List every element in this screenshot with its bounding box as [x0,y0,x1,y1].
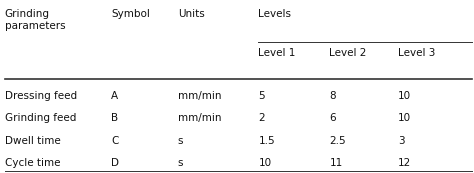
Text: A: A [111,91,118,101]
Text: 8: 8 [329,91,336,101]
Text: 12: 12 [398,158,411,168]
Text: Symbol: Symbol [111,9,150,19]
Text: 5: 5 [258,91,265,101]
Text: 3: 3 [398,136,405,146]
Text: Grinding
parameters: Grinding parameters [5,9,65,31]
Text: D: D [111,158,119,168]
Text: Level 3: Level 3 [398,48,436,58]
Text: Cycle time: Cycle time [5,158,60,168]
Text: Grinding feed: Grinding feed [5,113,76,123]
Text: 2: 2 [258,113,265,123]
Text: 10: 10 [398,113,411,123]
Text: Levels: Levels [258,9,292,19]
Text: mm/min: mm/min [178,91,221,101]
Text: Dressing feed: Dressing feed [5,91,77,101]
Text: 6: 6 [329,113,336,123]
Text: Level 2: Level 2 [329,48,367,58]
Text: 11: 11 [329,158,343,168]
Text: B: B [111,113,118,123]
Text: C: C [111,136,119,146]
Text: 2.5: 2.5 [329,136,346,146]
Text: 10: 10 [258,158,272,168]
Text: 1.5: 1.5 [258,136,275,146]
Text: 10: 10 [398,91,411,101]
Text: Dwell time: Dwell time [5,136,61,146]
Text: s: s [178,136,183,146]
Text: s: s [178,158,183,168]
Text: Units: Units [178,9,204,19]
Text: mm/min: mm/min [178,113,221,123]
Text: Level 1: Level 1 [258,48,296,58]
